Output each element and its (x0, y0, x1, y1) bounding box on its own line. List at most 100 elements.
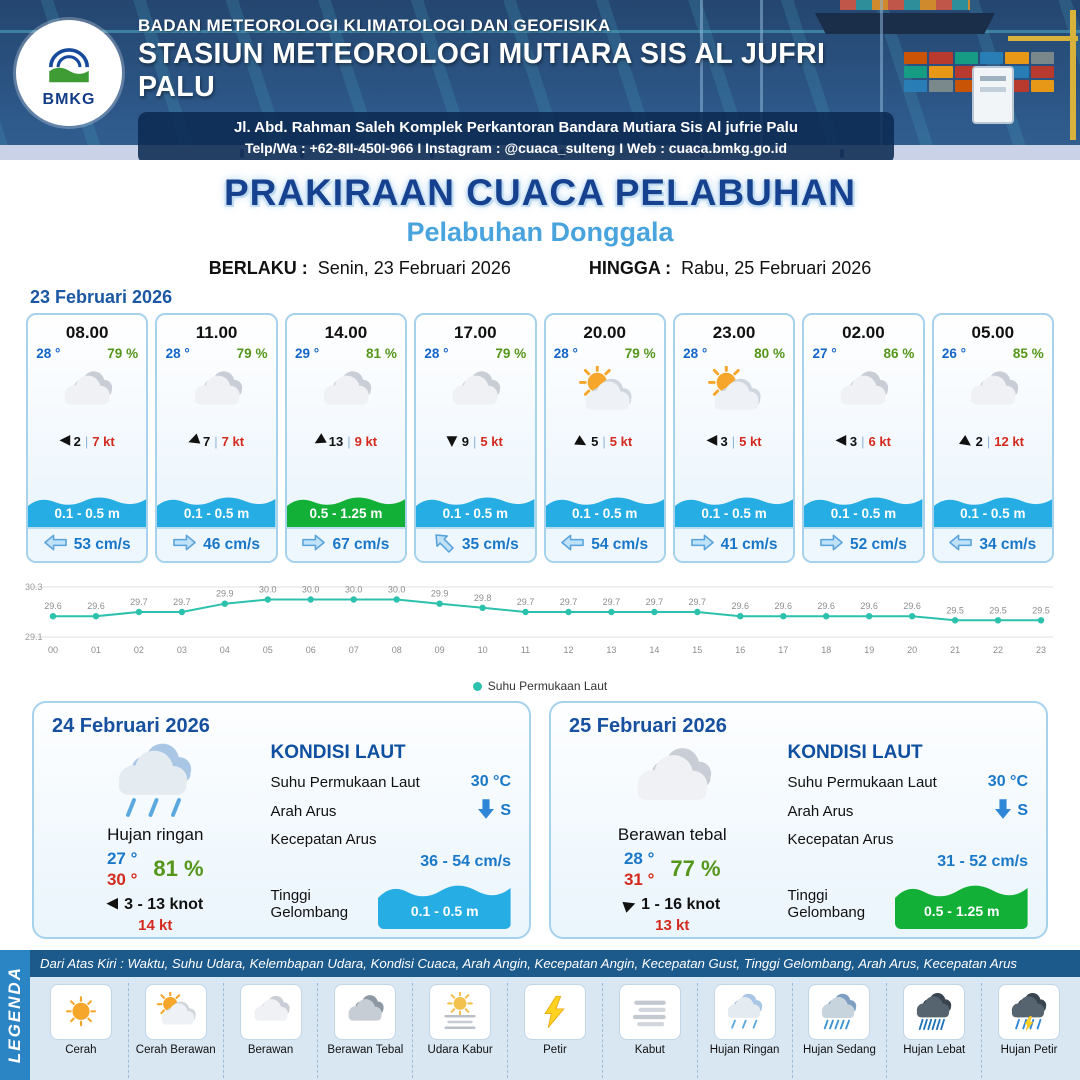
wind-row: ▶ 2 | 12 kt (958, 432, 1024, 451)
station-contact: Telp/Wa : +62-8II-450I-966 I Instagram :… (244, 140, 788, 156)
svg-text:05: 05 (263, 645, 273, 655)
svg-text:17: 17 (778, 645, 788, 655)
sst-chart-legend: Suhu Permukaan Laut (20, 679, 1060, 693)
svg-text:04: 04 (220, 645, 230, 655)
hujan-lebat-icon (903, 984, 966, 1040)
svg-text:29.6: 29.6 (817, 601, 835, 611)
wave-height-value: 0.1 - 0.5 m (442, 506, 508, 521)
wind-speed: 9 kt (354, 434, 378, 449)
current-direction-icon (478, 799, 495, 823)
svg-text:16: 16 (735, 645, 745, 655)
weather-icon-berawan (962, 366, 1024, 428)
crane-mast (760, 0, 763, 150)
wind-speed: 5 kt (480, 434, 503, 449)
svg-text:12: 12 (563, 645, 573, 655)
wind-row: ▶ 5 | 5 kt (574, 432, 633, 451)
current-row: 35 cm/s (416, 527, 535, 561)
legend-item-hujan-petir: Hujan Petir (982, 983, 1076, 1078)
cerah-berawan-icon (144, 984, 207, 1040)
humidity: 81 % (153, 856, 204, 882)
svg-text:29.5: 29.5 (946, 605, 964, 615)
condition-label: Hujan ringan (107, 825, 204, 844)
day-date: 25 Februari 2026 (569, 715, 727, 737)
wind-direction-icon: ▶ (107, 897, 119, 913)
time-label: 08.00 (65, 323, 109, 342)
weather-icon-berawan-tebal (624, 740, 720, 824)
wave-height-value: 0.1 - 0.5 m (572, 506, 638, 521)
current-direction-icon (302, 531, 326, 559)
svg-text:10: 10 (478, 645, 488, 655)
beam-line (0, 30, 1080, 33)
humidity: 80 % (754, 346, 785, 361)
svg-text:29.7: 29.7 (603, 597, 621, 607)
wave-height-band: 0.1 - 0.5 m (157, 493, 276, 527)
day-date: 24 Februari 2026 (52, 715, 210, 737)
svg-text:29.1: 29.1 (25, 632, 43, 642)
current-speed: 53 cm/s (73, 536, 131, 553)
cerah-icon (49, 984, 112, 1040)
bmkg-logo-text: BMKG (42, 90, 96, 108)
weather-icon-cerah-berawan (574, 364, 636, 428)
humidity: 81 % (366, 346, 397, 361)
temp-min: 27 ° (106, 849, 138, 868)
forecast-card-08.00: 08.00 28 ° 79 % ▶ 2 | 7 kt 0.1 - 0.5 m 53 cm/s (26, 313, 149, 563)
svg-text:30.3: 30.3 (25, 582, 43, 592)
svg-text:29.6: 29.6 (732, 601, 750, 611)
sst-chart: 30.3 29.1 29.6 00 29.6 01 29.7 02 29.7 03 29.9 04 30… (0, 563, 1080, 693)
legend-icons-row: Cerah Cerah Berawan Berawan Berawan Tebal Ud… (30, 977, 1080, 1080)
berawan-tebal-icon (334, 984, 397, 1040)
svg-text:07: 07 (349, 645, 359, 655)
crane-mast (880, 0, 883, 150)
svg-text:30.0: 30.0 (259, 585, 277, 595)
wind-row: ▶ 2 | 7 kt (59, 434, 115, 449)
current-direction-icon (561, 531, 585, 559)
temperature: 28 ° (553, 346, 578, 361)
legend-label: Petir (543, 1044, 567, 1056)
legend-label: Hujan Lebat (903, 1044, 966, 1056)
temperature: 26 ° (941, 346, 967, 361)
legend-title-bar: LEGENDA (0, 950, 30, 1080)
bmkg-logo-graphic (48, 47, 90, 82)
wind-value: 9 (461, 434, 470, 449)
svg-text:29.8: 29.8 (474, 593, 492, 603)
udara-kabur-icon (429, 984, 492, 1040)
temperature: 29 ° (295, 346, 320, 361)
gust-speed: 14 kt (138, 916, 173, 934)
svg-text:29.9: 29.9 (431, 589, 449, 599)
sea-condition-title: KONDISI LAUT (270, 742, 406, 763)
current-speed: 35 cm/s (461, 536, 519, 553)
svg-text:29.7: 29.7 (173, 597, 191, 607)
current-speed: 46 cm/s (203, 536, 260, 553)
temp-min: 28 ° (623, 849, 655, 868)
current-row: 41 cm/s (674, 527, 794, 561)
svg-text:29.6: 29.6 (860, 601, 878, 611)
current-row: 67 cm/s (286, 527, 406, 561)
legend-label: Hujan Petir (1000, 1044, 1058, 1056)
current-dir-label: Arah Arus (270, 802, 337, 820)
legend-label: Berawan (247, 1044, 294, 1056)
wave-graphic (378, 879, 511, 929)
legend-label: Kabut (634, 1044, 665, 1056)
hujan-sedang-icon (808, 984, 871, 1040)
time-label: 23.00 (712, 323, 756, 342)
svg-text:29.7: 29.7 (130, 597, 148, 607)
wave-height-value: 0.1 - 0.5 m (410, 903, 479, 919)
wind-direction-icon: ▶ (59, 434, 70, 449)
hujan-petir-icon (998, 984, 1061, 1040)
hourly-forecast-row: 08.00 28 ° 79 % ▶ 2 | 7 kt 0.1 - 0.5 m 53 cm/s 11… (0, 313, 1080, 563)
legend-item-hujan-sedang: Hujan Sedang (793, 983, 888, 1078)
wind-speed: 7 kt (221, 434, 245, 449)
current-row: 53 cm/s (28, 527, 147, 561)
legend-item-cerah: Cerah (34, 983, 129, 1078)
legend-label: Berawan Tebal (327, 1044, 404, 1056)
header: BMKG BADAN METEOROLOGI KLIMATOLOGI DAN G… (0, 0, 1080, 160)
legend-item-berawan-tebal: Berawan Tebal (318, 983, 414, 1078)
svg-text:23: 23 (1036, 645, 1046, 655)
legend-label: Cerah (65, 1044, 97, 1056)
temperature: 28 ° (424, 346, 449, 361)
svg-text:29.9: 29.9 (216, 589, 234, 599)
legend-label: Hujan Ringan (709, 1044, 780, 1056)
hingga-value: Rabu, 25 Februari 2026 (681, 258, 872, 278)
wind-speed: 12 kt (994, 434, 1024, 449)
weather-icon-berawan (56, 366, 118, 428)
